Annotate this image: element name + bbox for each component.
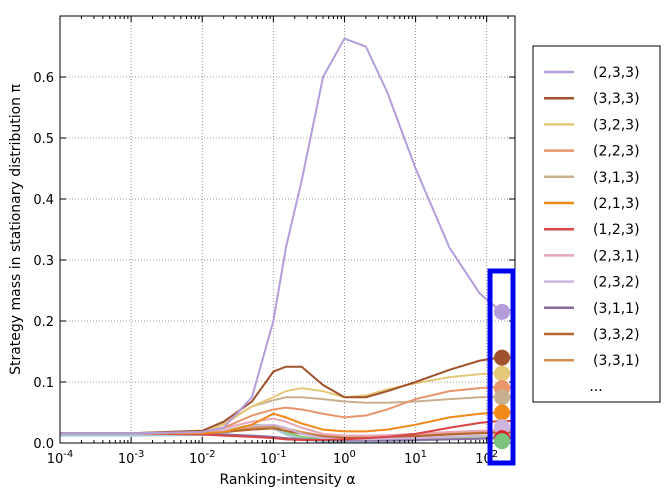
legend-item: (2,3,1) xyxy=(544,248,640,264)
end-marker xyxy=(494,419,510,436)
end-marker xyxy=(494,349,510,366)
x-tick-label: 10-1 xyxy=(260,449,287,467)
end-marker xyxy=(494,389,510,406)
series-line xyxy=(60,356,515,435)
legend-more: ... xyxy=(589,379,602,395)
legend-label: (2,2,3) xyxy=(593,144,640,160)
y-tick-label: 0.2 xyxy=(33,315,54,330)
x-tick-label: 10-2 xyxy=(189,449,216,467)
x-tick-label: 101 xyxy=(404,449,427,467)
legend-label: (3,3,1) xyxy=(593,353,640,369)
legend-label: (2,1,3) xyxy=(593,196,640,212)
legend-item: (2,3,2) xyxy=(544,275,640,291)
grid xyxy=(60,16,515,443)
series-line xyxy=(60,371,515,435)
legend-label: (1,2,3) xyxy=(593,222,640,238)
legend-label: (2,3,3) xyxy=(593,65,640,81)
legend-label: (3,3,3) xyxy=(593,91,640,107)
series-line xyxy=(60,411,515,435)
end-marker xyxy=(494,404,510,421)
y-tick-label: 0.6 xyxy=(33,71,54,86)
y-tick-label: 0.5 xyxy=(33,132,54,147)
plot-frame xyxy=(59,15,516,444)
legend-item: (2,3,3) xyxy=(544,65,640,81)
legend: (2,3,3) (3,3,3) (3,2,3) (2,2,3) (3,1,3) (2,1,… xyxy=(532,45,661,403)
end-marker xyxy=(494,303,510,320)
y-tick-label: 0.3 xyxy=(33,254,54,269)
legend-item: (3,3,2) xyxy=(544,327,640,343)
legend-frame xyxy=(532,45,661,403)
y-tick-label: 0.0 xyxy=(33,437,54,452)
legend-label: (3,1,3) xyxy=(593,170,640,186)
end-markers xyxy=(494,303,510,450)
legend-label: (2,3,2) xyxy=(593,275,640,291)
y-tick-label: 0.4 xyxy=(33,193,54,208)
legend-item: (3,3,1) xyxy=(544,353,640,369)
legend-label: (3,1,1) xyxy=(593,301,640,317)
axis-ticks: 10-4 10-3 10-2 10-1 100 101 1020.00.10.20.30.4… xyxy=(33,16,515,467)
legend-item: (3,1,1) xyxy=(544,301,640,317)
series-lines xyxy=(60,37,515,444)
legend-item: (2,1,3) xyxy=(544,196,640,212)
end-marker xyxy=(494,365,510,382)
x-axis-label: Ranking-intensity α xyxy=(219,472,355,488)
legend-label: (3,2,3) xyxy=(593,117,640,133)
y-tick-label: 0.1 xyxy=(33,376,54,391)
series-line xyxy=(60,385,515,435)
series-line xyxy=(60,37,515,435)
highlight-box xyxy=(487,268,516,466)
end-marker xyxy=(494,433,510,450)
legend-item: (3,3,3) xyxy=(544,91,640,107)
y-axis-label: Strategy mass in stationary distribution… xyxy=(8,84,24,375)
x-tick-label: 100 xyxy=(333,449,356,467)
legend-item: (3,1,3) xyxy=(544,170,640,186)
x-tick-label: 10-3 xyxy=(118,449,145,467)
legend-item: (3,2,3) xyxy=(544,117,640,133)
legend-label: (2,3,1) xyxy=(593,248,640,264)
series-line xyxy=(60,423,515,441)
series-line xyxy=(60,420,515,441)
series-line xyxy=(60,395,515,435)
legend-item: (2,2,3) xyxy=(544,144,640,160)
legend-item: (1,2,3) xyxy=(544,222,640,238)
legend-label: (3,3,2) xyxy=(593,327,640,343)
